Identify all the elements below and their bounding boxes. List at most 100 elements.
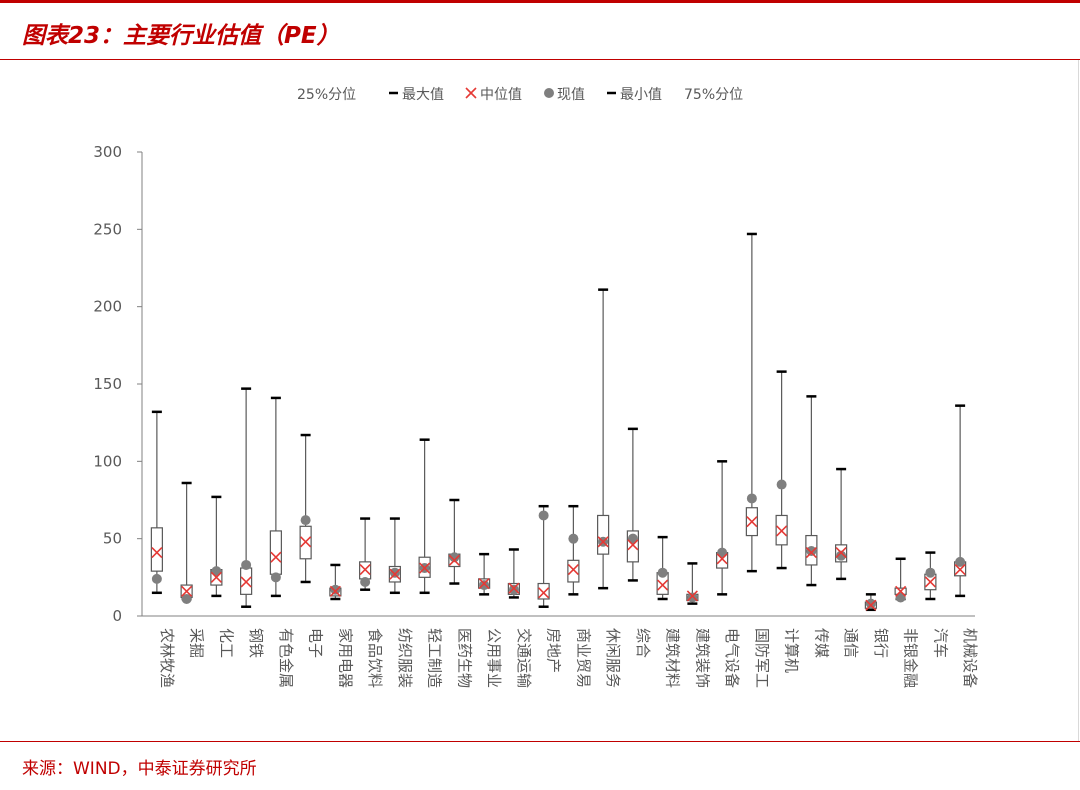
box-电子 xyxy=(299,433,312,584)
box-汽车 xyxy=(924,551,937,601)
current-value-point xyxy=(389,567,400,578)
y-tick-label: 250 xyxy=(93,220,122,238)
bottom-rule xyxy=(0,741,1080,742)
x-tick-label: 商业贸易 xyxy=(574,628,592,688)
chart-plot xyxy=(150,232,967,612)
current-value-point xyxy=(211,566,222,577)
x-tick-label: 国防军工 xyxy=(753,628,771,688)
chart-frame xyxy=(0,60,1079,741)
current-value-point xyxy=(806,546,817,557)
median-marker xyxy=(895,585,907,597)
box-家用电器 xyxy=(329,563,342,601)
median-marker xyxy=(805,547,817,559)
current-value-point xyxy=(151,573,162,584)
current-value-point xyxy=(538,510,549,521)
box-采掘 xyxy=(180,481,193,604)
median-marker xyxy=(538,587,550,599)
x-tick-label: 通信 xyxy=(842,628,860,658)
iqr-box xyxy=(567,559,580,583)
current-value-point xyxy=(360,576,371,587)
legend-label: 75%分位 xyxy=(684,87,743,103)
legend-label: 最小值 xyxy=(620,87,662,103)
median-marker xyxy=(954,564,966,576)
current-value-point xyxy=(746,493,757,504)
median-marker xyxy=(597,536,609,548)
box-计算机 xyxy=(775,370,788,570)
box-电气设备 xyxy=(716,460,729,596)
x-tick-label: 家用电器 xyxy=(336,628,354,688)
current-value-point xyxy=(508,584,519,595)
median-marker xyxy=(924,576,936,588)
current-value-point xyxy=(717,547,728,558)
box-银行 xyxy=(864,593,877,612)
current-value-point xyxy=(657,567,668,578)
x-tick-label: 电气设备 xyxy=(723,628,741,688)
y-tick-label: 150 xyxy=(93,375,122,393)
x-tick-label: 非银金融 xyxy=(902,628,920,688)
median-marker xyxy=(508,582,520,594)
legend-label: 最大值 xyxy=(402,87,444,103)
box-机械设备 xyxy=(954,404,967,598)
current-value-point xyxy=(241,559,252,570)
median-marker xyxy=(627,539,639,551)
x-tick-label: 计算机 xyxy=(783,628,801,673)
median-marker xyxy=(746,516,758,528)
top-rule xyxy=(0,0,1080,3)
chart-axes: 0 50 100 150 200 250 300 xyxy=(93,143,975,625)
median-marker xyxy=(240,576,252,588)
box-房地产 xyxy=(537,504,550,608)
legend-median-marker xyxy=(465,87,477,99)
box-休闲服务 xyxy=(597,288,610,590)
box-建筑材料 xyxy=(656,535,669,601)
current-value-point xyxy=(181,593,192,604)
median-marker xyxy=(657,579,669,591)
median-marker xyxy=(776,525,788,537)
y-tick-label: 0 xyxy=(112,607,122,625)
box-化工 xyxy=(210,495,223,598)
box-医药生物 xyxy=(448,498,461,585)
x-tick-label: 公用事业 xyxy=(485,628,503,688)
x-tick-label: 钢铁 xyxy=(247,628,265,658)
x-tick-label: 电子 xyxy=(307,628,325,658)
median-marker xyxy=(448,554,460,566)
box-农林牧渔 xyxy=(150,410,163,595)
box-非银金融 xyxy=(894,557,907,603)
x-tick-label: 综合 xyxy=(634,628,652,658)
title-rule xyxy=(0,59,1080,60)
box-纺织服装 xyxy=(388,517,401,595)
current-value-point xyxy=(627,533,638,544)
median-marker xyxy=(389,568,401,580)
current-value-point xyxy=(895,592,906,603)
median-marker xyxy=(300,536,312,548)
y-tick-label: 100 xyxy=(93,452,122,470)
box-交通运输 xyxy=(507,548,520,599)
x-tick-label: 休闲服务 xyxy=(604,628,622,688)
x-tick-label: 轻工制造 xyxy=(426,628,444,688)
box-建筑装饰 xyxy=(686,562,699,605)
box-食品饮料 xyxy=(359,517,372,591)
box-公用事业 xyxy=(478,552,491,596)
x-tick-label: 化工 xyxy=(217,628,235,658)
legend-current-marker xyxy=(544,88,554,98)
median-marker xyxy=(151,547,163,559)
current-value-point xyxy=(776,479,787,490)
source-note: 来源：WIND，中泰证券研究所 xyxy=(22,759,257,779)
current-value-point xyxy=(687,592,698,603)
x-tick-label: 机械设备 xyxy=(961,628,979,688)
x-tick-label: 纺织服装 xyxy=(396,628,414,688)
current-value-point xyxy=(568,533,579,544)
current-value-point xyxy=(449,552,460,563)
box-轻工制造 xyxy=(418,438,431,595)
legend-item: 中位值 xyxy=(465,87,522,103)
x-axis-labels: 农林牧渔 采掘 化工 钢铁 有色金属 电子 家用电器 食品饮料 纺织服装 轻工制造 医药生物 公用事业… xyxy=(158,628,979,688)
median-marker xyxy=(181,585,193,597)
median-marker xyxy=(835,547,847,559)
figure-title: 图表23：主要行业估值（PE） xyxy=(22,23,340,49)
x-tick-label: 建筑装饰 xyxy=(693,628,711,688)
current-value-point xyxy=(330,584,341,595)
current-value-point xyxy=(479,580,490,591)
legend-item: 最大值 xyxy=(389,87,444,103)
legend-item: 现值 xyxy=(544,87,585,103)
x-tick-label: 医药生物 xyxy=(455,628,473,688)
current-value-point xyxy=(925,567,936,578)
